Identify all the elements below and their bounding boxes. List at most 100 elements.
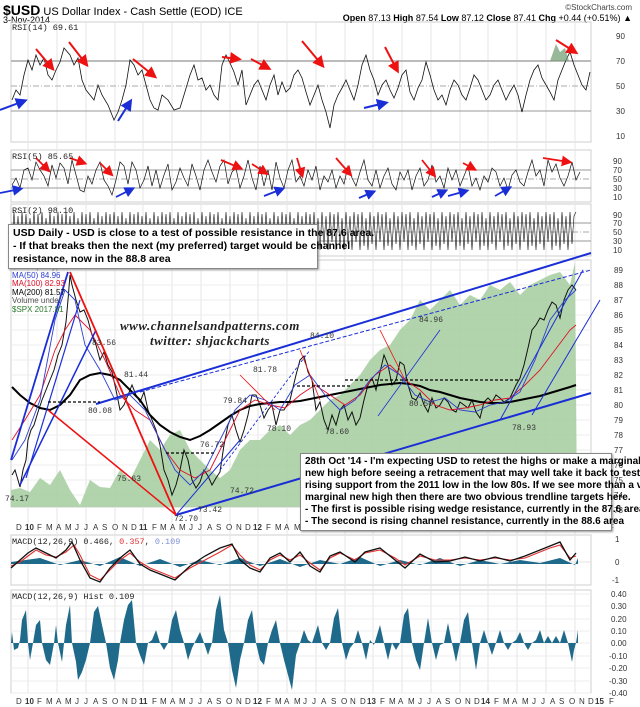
- svg-text:78.60: 78.60: [325, 428, 349, 437]
- watermark-twitter: twitter: shjackcharts: [150, 333, 270, 348]
- svg-text:S: S: [216, 523, 221, 532]
- svg-text:O: O: [455, 697, 461, 706]
- rsi5-label: RSI(5) 85.65: [12, 152, 74, 162]
- svg-text:50: 50: [613, 228, 622, 237]
- legend-ma50: MA(50) 84.96: [12, 270, 61, 280]
- watermark-site: www.channelsandpatterns.com: [120, 318, 300, 333]
- svg-text:30: 30: [613, 237, 622, 246]
- svg-text:80.08: 80.08: [88, 407, 112, 416]
- macd-pane: 1 0 -1: [10, 535, 620, 585]
- note-bottom-line: rising support from the 2011 low in the …: [305, 480, 640, 491]
- svg-text:-0.10: -0.10: [609, 652, 628, 661]
- note-bottom-line: marginal new high then there are two obv…: [305, 492, 631, 503]
- svg-text:74.17: 74.17: [5, 495, 29, 504]
- macd-axis: 1 0 -1: [612, 535, 620, 585]
- svg-text:A: A: [284, 523, 290, 532]
- svg-text:J: J: [198, 523, 202, 532]
- svg-text:-0.30: -0.30: [609, 677, 628, 686]
- svg-text:M: M: [179, 697, 186, 706]
- legend-ma100: MA(100) 82.93: [12, 279, 65, 288]
- svg-text:J: J: [198, 697, 202, 706]
- hist-axis: 0.40 0.30 0.20 0.10 0.00 -0.10 -0.20 -0.…: [609, 590, 628, 698]
- svg-text:10: 10: [25, 523, 34, 532]
- svg-text:A: A: [321, 697, 327, 706]
- svg-text:72.70: 72.70: [174, 515, 198, 524]
- svg-text:1: 1: [615, 535, 620, 544]
- svg-text:J: J: [312, 697, 316, 706]
- svg-text:F: F: [380, 697, 385, 706]
- ohlc-summary: Open 87.13 High 87.54 Low 87.12 Close 87…: [343, 13, 632, 23]
- note-bottom-line: - The second is rising channel resistanc…: [305, 516, 625, 527]
- svg-text:J: J: [303, 697, 307, 706]
- svg-text:F: F: [152, 697, 157, 706]
- price-legend: $USD (Daily) 87.41 MA(50) 84.96 MA(100) …: [12, 262, 81, 314]
- svg-text:M: M: [46, 697, 53, 706]
- svg-text:J: J: [427, 697, 431, 706]
- svg-text:D: D: [16, 523, 22, 532]
- svg-text:M: M: [65, 523, 72, 532]
- svg-text:A: A: [170, 697, 176, 706]
- svg-text:D: D: [245, 523, 251, 532]
- svg-text:O: O: [112, 523, 118, 532]
- svg-text:0.20: 0.20: [611, 615, 627, 624]
- macd-label: MACD(12,26,9) 0.466, 0.357, 0.109: [12, 537, 181, 547]
- svg-text:F: F: [266, 523, 271, 532]
- svg-text:A: A: [207, 697, 213, 706]
- svg-text:J: J: [541, 697, 545, 706]
- svg-text:81: 81: [614, 386, 623, 395]
- svg-text:M: M: [65, 697, 72, 706]
- svg-text:86: 86: [614, 311, 623, 320]
- svg-text:70: 70: [613, 219, 622, 228]
- svg-text:78: 78: [614, 431, 623, 440]
- low-label: Low: [440, 13, 459, 23]
- svg-text:N: N: [236, 697, 242, 706]
- rsi2-label: RSI(2) 98.10: [12, 206, 74, 216]
- support-resistance-lines: [48, 379, 520, 454]
- svg-text:O: O: [569, 697, 575, 706]
- up-arrow-icon: ▲: [623, 13, 632, 23]
- svg-text:80: 80: [614, 401, 623, 410]
- svg-text:10: 10: [613, 246, 622, 255]
- svg-text:84: 84: [614, 341, 623, 350]
- svg-text:M: M: [275, 697, 282, 706]
- svg-text:90: 90: [613, 211, 622, 220]
- macd-signal-value: 0.357: [119, 537, 145, 547]
- svg-text:81.44: 81.44: [124, 371, 148, 380]
- svg-text:0.10: 0.10: [611, 627, 627, 636]
- svg-text:F: F: [152, 523, 157, 532]
- svg-text:F: F: [266, 697, 271, 706]
- macd-value: 0.466: [83, 537, 109, 547]
- svg-text:73: 73: [614, 506, 623, 515]
- svg-text:0.40: 0.40: [611, 590, 627, 599]
- svg-text:79: 79: [614, 416, 623, 425]
- svg-text:30: 30: [613, 184, 622, 193]
- note-bottom-line: 28th Oct '14 - I'm expecting USD to rete…: [305, 456, 640, 467]
- chg-value: +0.44 (+0.51%): [558, 13, 621, 23]
- spx-area: [11, 262, 577, 507]
- svg-text:N: N: [122, 523, 128, 532]
- svg-text:90: 90: [613, 157, 622, 166]
- svg-text:79.84: 79.84: [223, 397, 247, 406]
- svg-text:A: A: [93, 523, 99, 532]
- svg-text:12: 12: [253, 697, 262, 706]
- svg-text:80.50: 80.50: [409, 400, 433, 409]
- svg-text:N: N: [579, 697, 585, 706]
- svg-text:85: 85: [614, 326, 623, 335]
- svg-text:81.78: 81.78: [253, 366, 277, 375]
- svg-text:50: 50: [616, 82, 625, 91]
- rsi14-axis: 90 70 50 30 10: [616, 32, 625, 141]
- svg-text:O: O: [112, 697, 118, 706]
- open-value: 87.13: [368, 13, 391, 23]
- svg-text:A: A: [170, 523, 176, 532]
- svg-text:M: M: [160, 697, 167, 706]
- svg-text:M: M: [503, 697, 510, 706]
- svg-text:75.63: 75.63: [117, 475, 141, 484]
- svg-text:M: M: [408, 697, 415, 706]
- svg-text:M: M: [160, 523, 167, 532]
- svg-text:O: O: [226, 523, 232, 532]
- rsi2-axis: 90 70 50 30 10: [613, 211, 622, 255]
- svg-text:84.10: 84.10: [310, 332, 334, 341]
- svg-text:12: 12: [253, 523, 262, 532]
- svg-text:J: J: [532, 697, 536, 706]
